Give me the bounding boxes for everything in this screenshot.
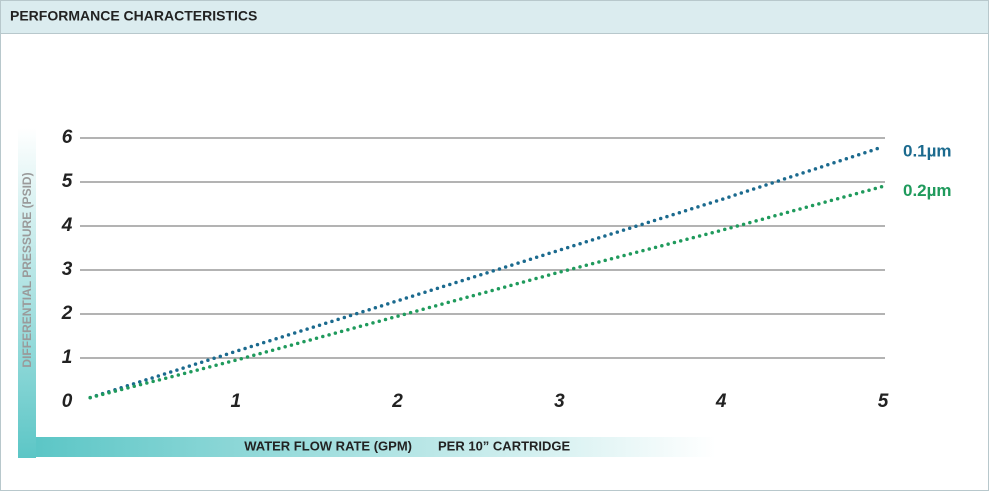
x-tick-label: 4 [715,391,727,412]
header-title: PERFORMANCE CHARACTERISTICS [10,8,257,24]
x-axis-note: PER 10” CARTRIDGE [438,438,571,453]
y-tick-label: 0 [62,391,73,412]
x-tick-label: 5 [878,391,889,412]
x-axis-band [36,437,716,457]
header-bar [0,0,989,34]
x-tick-label: 3 [554,391,565,412]
y-tick-label: 3 [62,259,73,280]
legend-label: 0.2µm [903,181,952,200]
y-tick-label: 1 [62,347,73,368]
y-tick-label: 6 [62,127,73,148]
x-axis-label: WATER FLOW RATE (GPM) [244,438,412,453]
data-line [88,145,885,400]
data-line [88,184,885,400]
legend-label: 0.1µm [903,141,952,160]
y-tick-label: 5 [62,171,73,192]
x-tick-label: 2 [391,391,403,412]
x-tick-label: 1 [231,391,242,412]
y-axis-band [18,128,36,458]
y-tick-label: 2 [61,303,73,324]
y-axis-label: DIFFERENTIAL PRESSURE (PSID) [20,172,34,367]
y-tick-label: 4 [61,215,73,236]
